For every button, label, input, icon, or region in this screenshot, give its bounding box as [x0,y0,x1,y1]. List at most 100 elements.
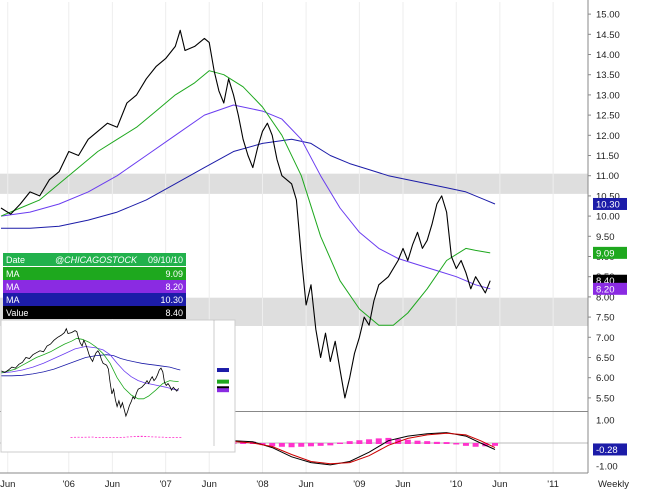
histogram-bar-29 [472,443,479,447]
y-tick-label-5: 12.50 [596,111,620,122]
y-tick-label-4: 13.00 [596,90,620,101]
inset-histogram-10 [105,437,108,438]
inset-histogram-29 [172,437,175,438]
value-tag-1 [593,246,627,259]
y-tick-label-3: 13.50 [596,70,620,81]
inset-histogram-3 [81,436,84,438]
inset-tag-1 [217,379,229,384]
histogram-bar-16 [346,441,353,444]
y-tick-label-19: 5.50 [596,393,615,404]
x-tick-label-7: '09 [353,479,365,490]
histogram-bar-8 [269,443,276,447]
inset-histogram-7 [95,437,98,438]
histogram-bar-11 [298,443,305,447]
value-tags: 10.30 9.09 8.408.20 -0.28 [593,197,627,456]
inset-histogram-4 [84,436,87,438]
legend-box: Date @CHICAGOSTOCK 09/10/10 MA 9.09 MA 8.20 MA 1… [3,253,186,319]
lower-y-tick-label-0: 1.00 [596,415,615,426]
legend-header [3,253,186,266]
lower-value-tag-text: -0.28 [596,445,618,456]
series-ma-blue [1,138,496,229]
inset-histogram-20 [140,435,143,437]
x-tick-label-11: '11 [547,479,559,490]
value-tag-text-1: 9.09 [596,248,615,259]
y-tick-label-7: 11.50 [596,151,619,162]
inset-histogram-19 [137,435,140,437]
inset-histogram-18 [133,436,136,437]
histogram-bar-9 [278,443,285,447]
x-axis: Jun '06 Jun '07 Jun '08 Jun '09 Jun '10 Jun '11 Week… [0,479,629,490]
inset-histogram-8 [98,437,101,438]
legend-row-label-1: MA [6,282,20,292]
histogram-bar-13 [317,443,324,446]
inset-histogram-9 [102,437,105,438]
legend-row-label-0: MA [6,269,20,279]
legend-row-label-2: MA [6,295,20,305]
series-lines [0,29,496,399]
x-tick-label-3: '07 [159,479,171,490]
inset-histogram-26 [161,436,164,438]
inset-histogram-0 [70,437,73,438]
y-tick-label-0: 15.00 [596,10,620,21]
legend-row-1 [3,280,186,293]
lower-line-b [194,432,496,465]
inset-histogram-24 [154,436,157,438]
inset-series-price [1,327,179,418]
lower-value-tag [593,443,627,456]
histogram-bar-14 [327,443,334,446]
inset-histogram-27 [165,437,168,438]
inset-histogram-16 [126,436,129,438]
inset-histogram-31 [179,437,182,438]
inset-histogram-28 [168,437,171,438]
histogram-bar-23 [414,440,421,444]
mini-inset-chart [0,319,236,453]
x-tick-label-0: Jun [0,479,15,490]
inset-histogram-12 [112,437,115,438]
x-tick-label-2: Jun [105,479,120,490]
legend-row-value-1: 8.20 [165,282,183,292]
inset-histogram-30 [175,437,178,438]
inset-histogram-25 [158,436,161,438]
legend-date-value: 09/10/10 [148,255,183,265]
inset-histogram-1 [74,436,77,438]
y-tick-label-8: 11.00 [596,171,619,182]
histogram-bar-26 [443,442,450,444]
histogram-bar-27 [453,443,460,445]
y-tick-label-14: 8.00 [596,292,615,303]
inset-histogram-2 [77,436,80,438]
x-tick-label-9: '10 [450,479,462,490]
histogram-bar-31 [492,443,499,446]
y-tick-label-18: 6.00 [596,373,615,384]
histogram-bar-18 [366,439,373,444]
inset-histogram-15 [123,436,126,438]
inset-histogram-11 [109,437,112,438]
y-tick-label-2: 14.00 [596,50,620,61]
lower-y-tick-label-1: -1.00 [596,462,618,473]
value-tag-text-2: 8.40 [596,276,615,287]
frequency-label: Weekly [598,479,629,490]
x-tick-label-5: '08 [256,479,268,490]
legend-row-value-3: 8.40 [165,308,183,318]
inset-histogram-21 [144,436,147,437]
histogram-bar-24 [424,441,431,444]
y-tick-label-16: 7.00 [596,333,615,344]
inset-frame [0,319,236,453]
y-tick-label-17: 6.50 [596,353,615,364]
inset-tag-3 [217,388,229,393]
inset-histogram-22 [147,436,150,438]
y-tick-label-15: 7.50 [596,313,615,324]
histogram-bar-7 [259,443,266,446]
histogram-bar-22 [404,439,411,444]
series-ma-green [0,70,491,326]
legend-row-value-0: 9.09 [165,269,183,279]
value-tag-text-0: 10.30 [596,199,620,210]
series-ma-purple [0,104,491,290]
histogram-bar-25 [433,441,440,444]
inset-series-ma-green [1,337,179,400]
legend-row-2 [3,293,186,306]
legend-row-value-2: 10.30 [160,295,183,305]
inset-histogram-13 [116,437,119,438]
x-tick-label-8: Jun [395,479,410,490]
value-tag-3 [593,282,627,295]
